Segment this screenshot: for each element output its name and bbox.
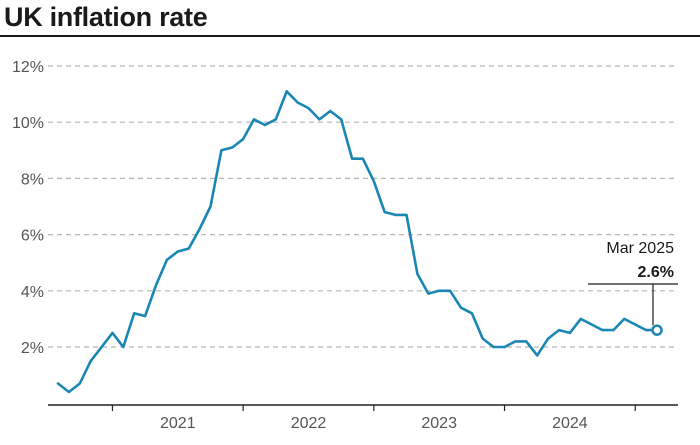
- y-tick-label: 6%: [21, 228, 44, 245]
- chart-title: UK inflation rate: [4, 2, 208, 32]
- x-tick-label: 2022: [291, 415, 327, 432]
- y-tick-label: 12%: [12, 59, 44, 76]
- inflation-series-line: [56, 90, 659, 394]
- annotation-date: Mar 2025: [606, 240, 674, 257]
- y-axis-ticks: 2% 4% 6% 8% 10% 12%: [12, 59, 44, 357]
- title-divider: [0, 35, 700, 37]
- latest-value-marker: [651, 324, 663, 336]
- gridlines: [48, 65, 678, 348]
- y-tick-label: 2%: [21, 340, 44, 357]
- y-tick-label: 10%: [12, 115, 44, 132]
- x-tick-label: 2024: [552, 415, 588, 432]
- y-tick-label: 8%: [21, 171, 44, 188]
- x-axis-ticks: 2021 2022 2023 2024: [111, 405, 636, 432]
- y-tick-label: 4%: [21, 284, 44, 301]
- annotation-value: 2.6%: [638, 264, 674, 281]
- latest-value-annotation: Mar 2025 2.6%: [588, 240, 678, 336]
- x-tick-label: 2021: [160, 415, 196, 432]
- x-tick-label: 2023: [421, 415, 457, 432]
